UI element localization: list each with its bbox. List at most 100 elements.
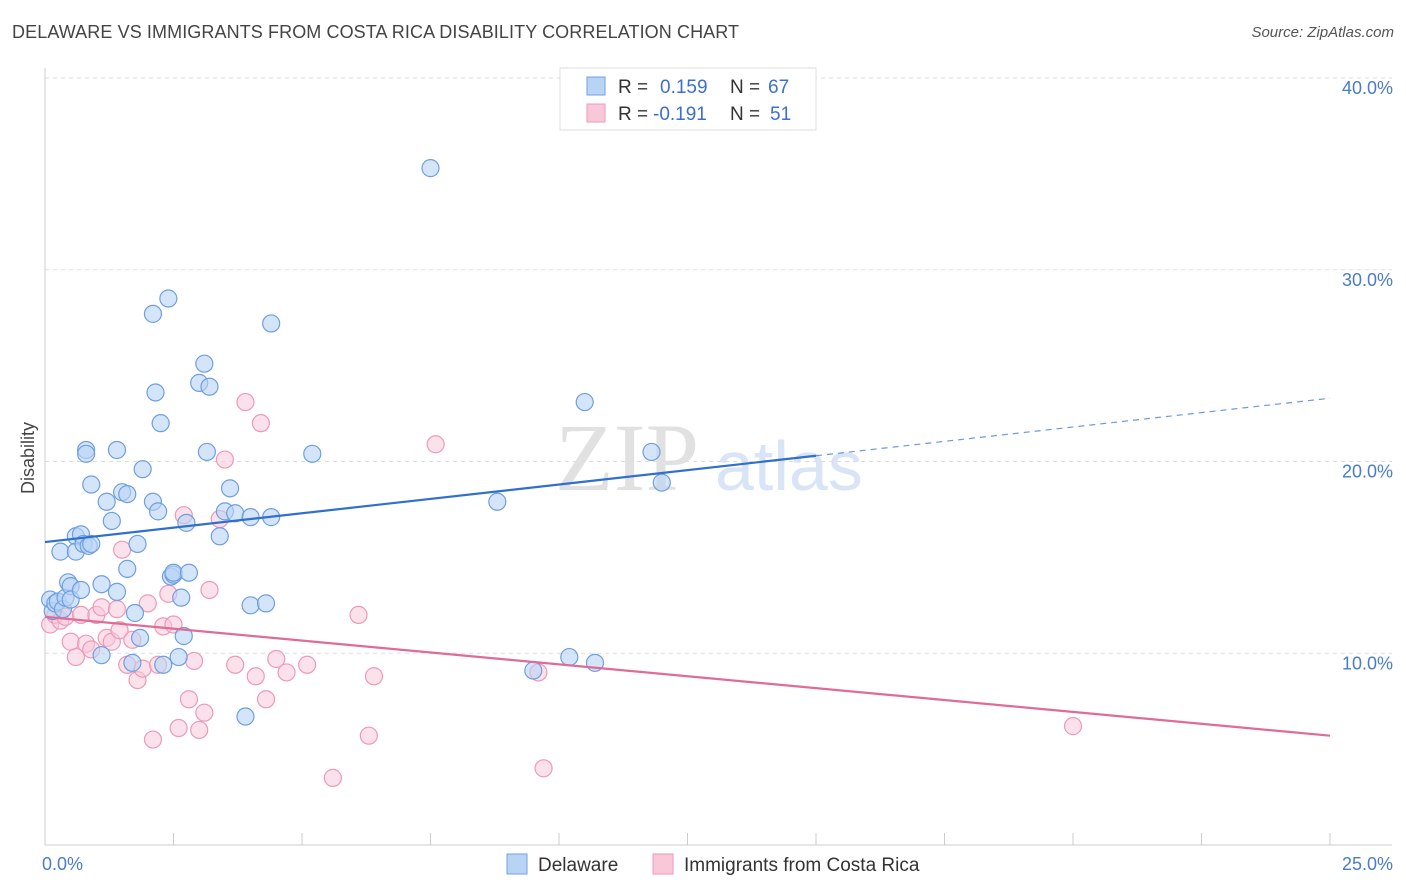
- costa-point-26: [169, 718, 188, 738]
- costa-point-13: [107, 600, 127, 619]
- delaware-point-60: [256, 594, 276, 613]
- delaware-point-38: [151, 414, 170, 433]
- delaware-point-66: [524, 661, 543, 680]
- x-tick-label-1: 25.0%: [1342, 854, 1393, 874]
- costa-series-label: Immigrants from Costa Rica: [684, 855, 920, 876]
- delaware-point-68: [575, 392, 594, 412]
- delaware-point-51: [197, 442, 217, 462]
- delaware-point-16: [77, 444, 96, 463]
- axes: [44, 68, 1392, 846]
- delaware-point-25: [107, 440, 127, 460]
- delaware-trend-line: [44, 454, 817, 544]
- delaware-point-71: [652, 473, 671, 492]
- costa-point-50: [1063, 717, 1083, 736]
- delaware-point-64: [421, 159, 440, 178]
- costa-point-4: [61, 632, 80, 651]
- delaware-point-31: [128, 534, 147, 554]
- costa-point-39: [256, 690, 276, 709]
- costa-point-47: [426, 435, 445, 454]
- costa-r-label: R =: [618, 104, 648, 125]
- delaware-trend-extension: [815, 397, 1331, 457]
- costa-point-21: [143, 730, 163, 749]
- costa-point-32: [200, 580, 219, 600]
- costa-point-40: [267, 649, 286, 669]
- stats-legend: R = 0.159 N = 67 R = -0.191 N = 51: [559, 67, 817, 131]
- costa-legend-swatch: [586, 103, 606, 123]
- costa-point-35: [226, 655, 245, 674]
- delaware-points: [41, 159, 671, 726]
- costa-series-swatch: [652, 853, 674, 875]
- costa-point-34: [215, 450, 234, 469]
- delaware-legend-swatch: [586, 76, 606, 96]
- costa-point-43: [323, 768, 342, 787]
- costa-point-37: [246, 667, 265, 686]
- delaware-n-label: N =: [730, 77, 760, 98]
- costa-point-28: [179, 690, 199, 709]
- delaware-series-label: Delaware: [538, 855, 618, 876]
- costa-point-14: [110, 621, 129, 640]
- delaware-point-58: [241, 508, 260, 527]
- costa-point-42: [298, 655, 317, 674]
- delaware-point-52: [200, 377, 219, 396]
- delaware-point-23: [102, 511, 121, 531]
- delaware-point-67: [560, 647, 579, 667]
- costa-point-31: [195, 703, 214, 722]
- delaware-point-53: [210, 527, 229, 546]
- delaware-point-33: [133, 460, 152, 479]
- costa-point-5: [66, 647, 85, 667]
- delaware-point-18: [82, 475, 101, 494]
- delaware-point-35: [143, 304, 163, 323]
- costa-point-20: [138, 594, 157, 613]
- delaware-point-19: [82, 534, 101, 554]
- delaware-r-label: R =: [618, 77, 648, 98]
- delaware-point-4: [51, 542, 70, 561]
- delaware-series-swatch: [506, 853, 528, 875]
- delaware-point-65: [488, 492, 507, 511]
- x-tick-labels: 0.0% 25.0%: [42, 854, 1393, 874]
- y-axis-label: Disability: [18, 422, 38, 494]
- delaware-r-value: 0.159: [660, 77, 708, 98]
- series-legend: Delaware Immigrants from Costa Rica: [506, 853, 920, 876]
- delaware-n-value: 67: [768, 77, 789, 98]
- delaware-point-46: [174, 626, 193, 646]
- delaware-point-21: [92, 646, 111, 665]
- costa-n-value: 51: [770, 104, 791, 125]
- delaware-point-20: [92, 575, 111, 594]
- delaware-point-30: [125, 603, 145, 623]
- delaware-point-28: [118, 559, 137, 578]
- costa-point-46: [364, 667, 384, 686]
- costa-point-10: [92, 598, 111, 617]
- costa-point-38: [251, 414, 270, 433]
- delaware-point-39: [154, 655, 173, 674]
- delaware-point-40: [159, 289, 178, 308]
- costa-point-30: [190, 720, 209, 740]
- costa-point-49: [534, 759, 553, 778]
- y-tick-label-1: 20.0%: [1342, 462, 1393, 482]
- costa-point-45: [359, 726, 378, 745]
- delaware-point-55: [220, 479, 240, 498]
- costa-trend-line: [44, 615, 1331, 737]
- delaware-point-12: [71, 580, 91, 600]
- watermark-zip: ZIP: [555, 404, 699, 511]
- chart-title: DELAWARE VS IMMIGRANTS FROM COSTA RICA D…: [12, 22, 740, 42]
- y-tick-label-3: 40.0%: [1342, 78, 1393, 98]
- x-tick-label-0: 0.0%: [42, 854, 83, 874]
- y-tick-labels: 10.0% 20.0% 30.0% 40.0%: [1342, 78, 1393, 673]
- delaware-point-43: [164, 563, 183, 582]
- delaware-point-32: [130, 628, 150, 648]
- costa-point-36: [236, 392, 255, 412]
- delaware-point-24: [107, 582, 127, 601]
- costa-point-41: [277, 663, 296, 682]
- delaware-point-61: [262, 314, 281, 333]
- costa-point-15: [112, 540, 132, 559]
- costa-r-value: -0.191: [653, 104, 707, 125]
- delaware-point-57: [236, 707, 255, 726]
- delaware-point-59: [241, 596, 260, 615]
- delaware-point-47: [177, 513, 196, 532]
- watermark-atlas: atlas: [715, 427, 863, 505]
- delaware-point-48: [179, 563, 199, 582]
- y-tick-label-2: 30.0%: [1342, 270, 1393, 290]
- delaware-point-50: [195, 354, 214, 373]
- costa-n-label: N =: [730, 104, 760, 125]
